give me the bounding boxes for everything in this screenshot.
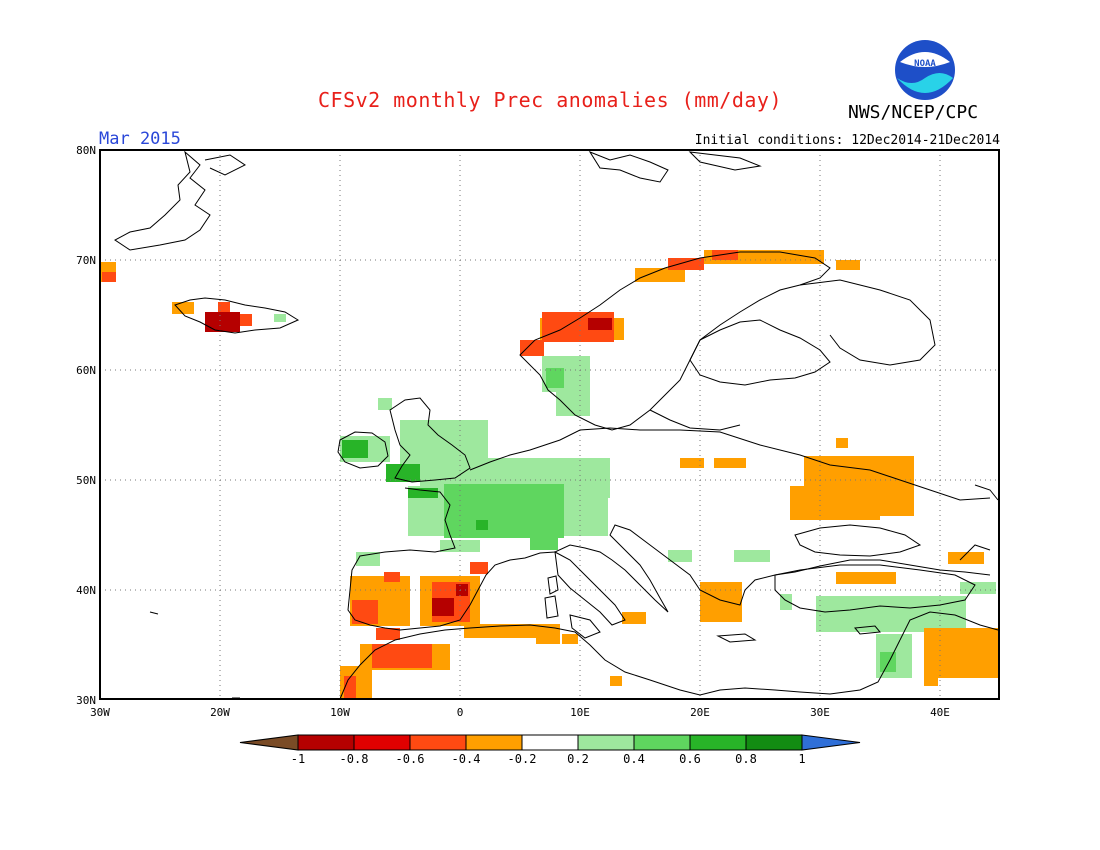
colorbar-label: 0.8 [735,752,757,766]
colorbar-low-arrow [239,734,299,751]
anomaly-cell [562,634,578,644]
colorbar-label: -0.4 [452,752,481,766]
anomaly-cell-east-med [816,596,966,632]
lat-label: 70N [76,254,96,267]
colorbar-swatch [353,734,411,751]
coastlines [114,150,999,700]
agency-label: NWS/NCEP/CPC [848,102,979,123]
colorbar-swatch [521,734,579,751]
anomaly-cell [680,458,704,468]
colorbar-high-arrow [801,734,861,751]
anomaly-cell [218,302,230,312]
anomaly-cell [836,260,860,270]
noaa-logo-text: NOAA [914,59,936,69]
anomaly-cell [668,258,704,270]
anomaly-cell [734,550,770,562]
anomaly-cell [836,572,896,584]
anomaly-cell [836,438,848,448]
colorbar-label: 0.2 [567,752,589,766]
anomaly-cell [356,552,380,566]
lat-label: 80N [76,144,96,157]
anomaly-cell [456,584,468,596]
initial-conditions-label: Initial conditions: 12Dec2014-21Dec2014 [694,133,1000,148]
anomaly-cell [240,314,252,326]
anomaly-cell [948,552,984,564]
anomaly-cell [880,652,896,672]
anomaly-cell [536,634,560,644]
anomaly-cell [342,440,368,458]
colorbar-label: -0.2 [508,752,537,766]
anomaly-cell [470,562,488,574]
colorbar-swatch [745,734,803,751]
anomaly-cell [556,392,590,416]
anomaly-cell [530,530,558,550]
anomaly-cell [610,676,622,686]
anomaly-shading [100,250,1000,698]
lat-label: 60N [76,364,96,377]
colorbar-label: 1 [798,752,805,766]
anomaly-cell [384,572,400,582]
anomaly-cell [102,272,116,282]
anomaly-cell [408,488,438,498]
anomaly-cell-iceland [205,312,240,332]
anomaly-cell-middle-east [924,628,1000,678]
anomaly-cell-greece [700,582,742,622]
colorbar-label: -0.8 [340,752,369,766]
noaa-logo: NOAA [895,40,955,100]
colorbar-label: -0.6 [396,752,425,766]
anomaly-cell [714,458,746,468]
anomaly-cell [520,340,544,356]
colorbar-swatch [465,734,523,751]
anomaly-cell [386,464,422,482]
lon-label: 20W [210,706,230,719]
lat-label: 50N [76,474,96,487]
anomaly-cell [712,250,738,260]
lon-label: 40E [930,706,950,719]
lon-label: 10W [330,706,350,719]
anomaly-cell [372,644,432,668]
anomaly-cell [622,612,646,624]
month-label: Mar 2015 [99,129,181,149]
lon-label: 30E [810,706,830,719]
map-title: CFSv2 monthly Prec anomalies (mm/day) [0,88,1100,112]
colorbar-label: -1 [291,752,305,766]
anomaly-cell [344,676,356,698]
colorbar-swatch [577,734,635,751]
anomaly-cell [432,598,454,616]
colorbar: -1 -0.8 -0.6 -0.4 -0.2 0.2 0.4 0.6 0.8 1 [239,734,861,766]
anomaly-cell-norway-north [635,268,685,282]
colorbar-swatch [297,734,355,751]
anomaly-cell [378,398,392,410]
anomaly-cell [924,672,938,686]
colorbar-swatch [689,734,747,751]
anomaly-cell-france [444,484,564,538]
title-text: CFSv2 monthly Prec anomalies (mm/day) [317,88,783,112]
anomaly-cell [274,314,286,322]
anomaly-cell [790,486,880,520]
anomaly-cell [588,318,612,330]
lon-label: 10E [570,706,590,719]
anomaly-cell [376,628,400,640]
anomaly-cell [476,520,488,530]
lat-label: 30N [76,694,96,707]
colorbar-swatch [633,734,691,751]
longitude-labels: 30W 20W 10W 0 10E 20E 30E 40E [90,706,950,719]
anomaly-cell-britain [400,420,488,464]
colorbar-label: 0.4 [623,752,645,766]
colorbar-swatch [409,734,467,751]
lon-label: 0 [457,706,464,719]
anomaly-cell [546,368,564,388]
anomaly-cell [172,302,194,314]
lat-label: 40N [76,584,96,597]
latitude-labels: 80N 70N 60N 50N 40N 30N [76,144,96,707]
lon-label: 20E [690,706,710,719]
lon-label: 30W [90,706,110,719]
colorbar-label: 0.6 [679,752,701,766]
plot-frame [99,149,1000,700]
anomaly-cell [960,582,996,594]
anomaly-cell [668,550,692,562]
